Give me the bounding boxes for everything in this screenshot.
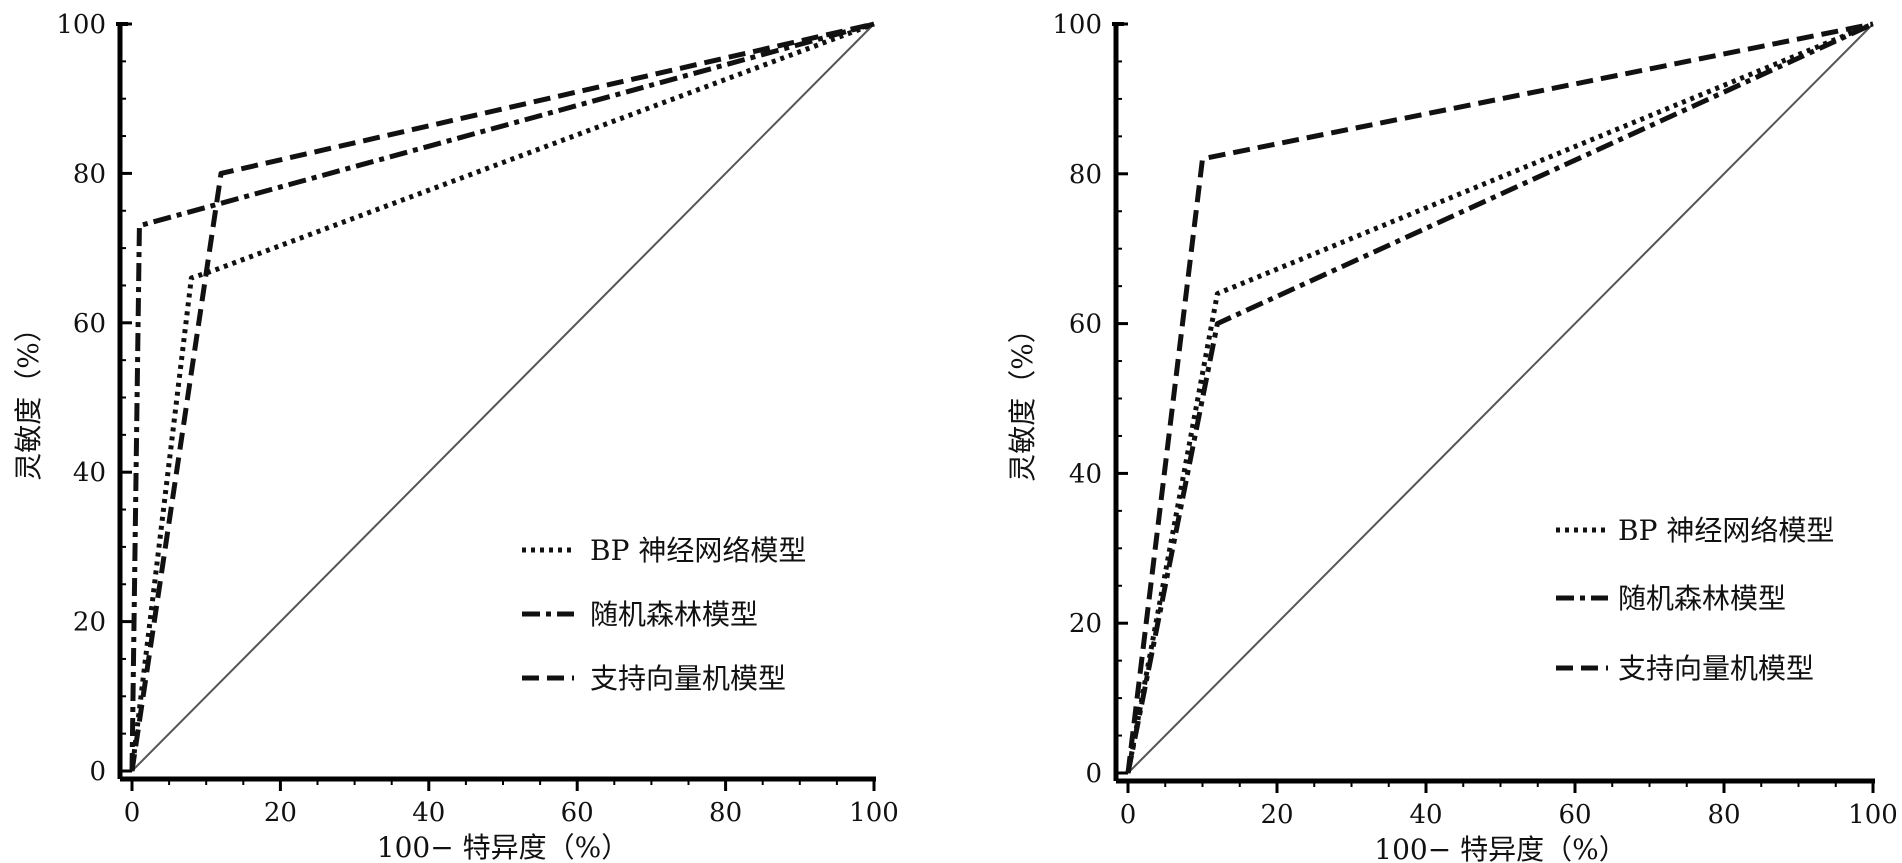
x-tick-label: 0	[1120, 800, 1137, 830]
y-tick-label: 20	[73, 608, 106, 638]
x-tick-label: 20	[264, 798, 297, 828]
series-line-dashdot	[1125, 21, 1875, 774]
x-tick-label: 80	[709, 798, 742, 828]
legend-label: 随机森林模型	[1618, 582, 1786, 615]
legend-label: BP 神经网络模型	[1618, 514, 1834, 547]
y-tick-label: 40	[73, 458, 106, 488]
y-tick-label: 20	[1069, 609, 1102, 639]
x-tick-label: 80	[1707, 800, 1740, 830]
roc-chart-left: 0 20 40 60 80 100 0 20 40 60 80 100 100− 特异度（%） 灵敏度（%…	[12, 10, 899, 863]
x-tick-label: 100	[849, 798, 899, 828]
x-tick-label: 0	[124, 798, 141, 828]
legend-label: BP 神经网络模型	[590, 534, 806, 567]
x-tick-label: 100	[1848, 800, 1898, 830]
x-tick-label: 60	[1558, 800, 1591, 830]
y-tick-label: 0	[89, 757, 106, 787]
reference-diagonal-line	[131, 23, 875, 772]
roc-chart-right: 0 20 40 60 80 100 0 20 40 60 80 100 100− 特异度（%） 灵敏度（%…	[1006, 10, 1898, 863]
legend-label: 支持向量机模型	[590, 662, 786, 695]
y-axis-title: 灵敏度（%）	[12, 314, 45, 481]
series-line-dashed	[1125, 21, 1874, 774]
y-tick-label: 60	[73, 309, 106, 339]
x-tick-label: 60	[561, 798, 594, 828]
reference-diagonal-line	[1127, 23, 1874, 774]
x-tick-label: 20	[1260, 800, 1293, 830]
x-axis-title: 100− 特异度（%）	[377, 831, 629, 863]
y-axis-title: 灵敏度（%）	[1006, 315, 1039, 482]
y-tick-label: 80	[73, 159, 106, 189]
series-line-dashdot	[129, 21, 875, 772]
x-axis-title: 100− 特异度（%）	[1374, 833, 1626, 863]
y-tick-label: 80	[1069, 160, 1102, 190]
y-tick-label: 60	[1069, 310, 1102, 340]
y-tick-label: 100	[1052, 10, 1102, 40]
series-line-dashed	[129, 21, 875, 772]
y-tick-label: 0	[1085, 759, 1102, 789]
legend-label: 支持向量机模型	[1618, 652, 1814, 685]
x-tick-label: 40	[1409, 800, 1442, 830]
x-tick-label: 40	[412, 798, 445, 828]
y-tick-label: 100	[56, 10, 106, 40]
legend-label: 随机森林模型	[590, 598, 758, 631]
series-line-dotted	[1125, 21, 1874, 774]
y-tick-label: 40	[1069, 459, 1102, 489]
